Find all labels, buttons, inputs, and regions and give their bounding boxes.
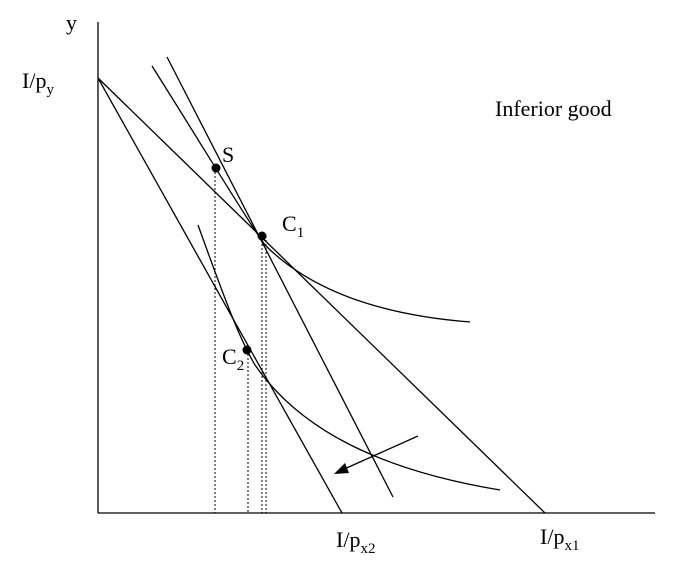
- label-c1: C1: [282, 211, 305, 241]
- diagram-title: Inferior good: [495, 96, 612, 121]
- y-axis-label: y: [66, 10, 77, 35]
- compensated-budget-line: [166, 56, 394, 498]
- point-c1: [257, 231, 267, 241]
- point-c2: [242, 345, 252, 355]
- y-intercept-label: I/py: [22, 68, 54, 98]
- arrow-icon: [334, 435, 419, 474]
- label-s: S: [222, 142, 235, 167]
- label-c2: C2: [222, 344, 245, 374]
- indifference-curve-1: [151, 65, 471, 323]
- x-intercept-label-1: I/px1: [540, 524, 580, 554]
- point-s: [211, 163, 221, 173]
- budget-line-new: [97, 77, 343, 514]
- budget-line-original: [97, 77, 546, 514]
- x-intercept-label-2: I/px2: [336, 527, 376, 557]
- indifference-curve-2: [197, 224, 501, 491]
